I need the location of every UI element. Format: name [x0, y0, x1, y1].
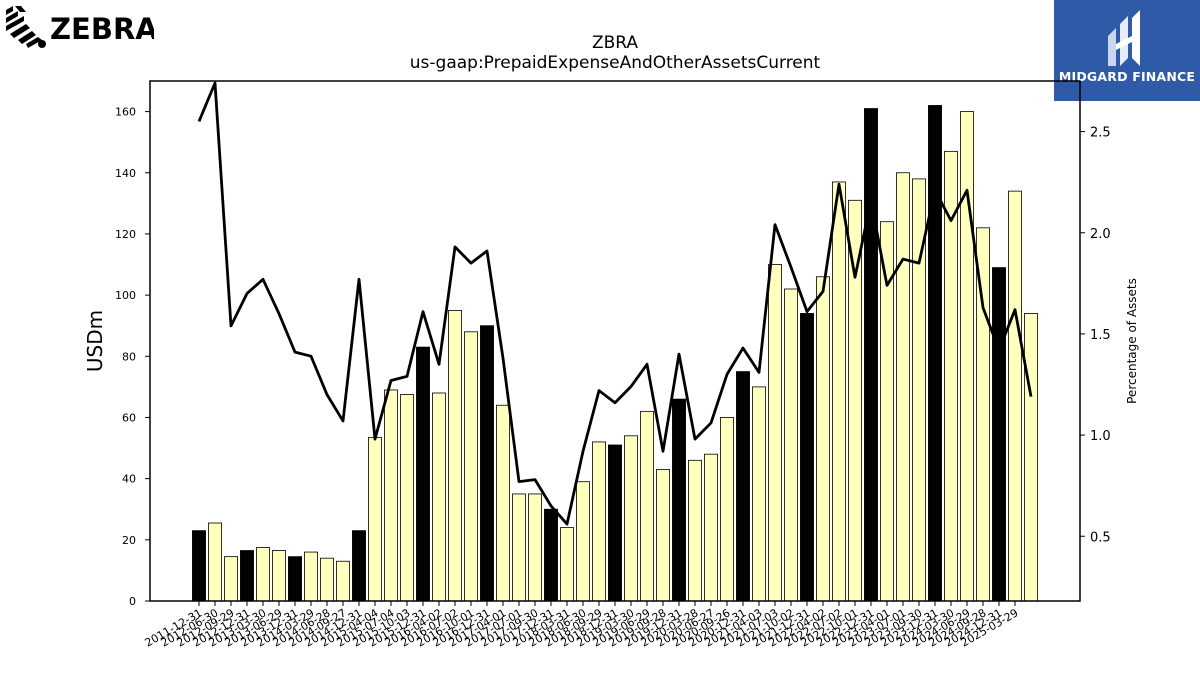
bar	[448, 310, 462, 602]
y-tick-label: 20	[122, 534, 136, 547]
x-axis: 2011-12-312012-06-302012-09-292012-12-31…	[143, 601, 1021, 650]
chart-subtitle: us-gaap:PrepaidExpenseAndOtherAssetsCurr…	[410, 53, 821, 73]
bar	[384, 389, 398, 602]
bar	[416, 346, 430, 602]
midgard-finance-logo: MIDGARD FINANCE	[1054, 0, 1200, 101]
zebra-wordmark: ZEBRA	[50, 12, 154, 46]
bar	[272, 550, 286, 602]
y2-tick-label: 2.5	[1090, 126, 1111, 141]
bar	[480, 325, 494, 602]
y-tick-label: 80	[122, 350, 136, 363]
left-y-axis: 0 20 40 60 80 100 120 140 160	[115, 106, 150, 608]
bar	[192, 530, 206, 602]
bar	[432, 392, 446, 602]
bar	[928, 105, 942, 602]
bar	[736, 371, 750, 602]
chart-title: ZBRA	[592, 33, 638, 53]
bar	[752, 386, 766, 602]
midgard-wordmark: MIDGARD FINANCE	[1058, 69, 1196, 84]
y-tick-label: 40	[122, 473, 136, 486]
midgard-mark-icon	[1108, 10, 1140, 66]
zebra-stripes-icon	[6, 6, 46, 48]
bar-series	[192, 105, 1038, 602]
line-series	[197, 81, 1033, 526]
bar	[784, 288, 798, 602]
bar	[368, 436, 382, 602]
y-tick-label: 0	[129, 595, 136, 608]
bar	[224, 556, 238, 602]
bar	[816, 276, 830, 602]
y2-tick-label: 0.5	[1090, 530, 1111, 545]
bar	[656, 469, 670, 602]
y2-axis-label: Percentage of Assets	[1125, 278, 1139, 404]
y2-tick-label: 1.5	[1090, 328, 1111, 343]
bar	[896, 172, 910, 602]
right-y-axis: 0.5 1.0 1.5 2.0 2.5	[1080, 126, 1111, 545]
bar	[624, 435, 638, 602]
bar	[528, 493, 542, 602]
bar	[336, 560, 350, 602]
bar	[576, 481, 590, 602]
bar	[512, 493, 526, 602]
bar	[240, 550, 254, 602]
y-tick-label: 140	[115, 167, 136, 180]
y-tick-label: 120	[115, 228, 136, 241]
bar	[352, 530, 366, 602]
y-tick-label: 100	[115, 289, 136, 302]
bar	[704, 453, 718, 602]
bar	[688, 459, 702, 602]
bar	[256, 547, 270, 602]
bar	[720, 417, 734, 602]
bar	[560, 527, 574, 602]
bar	[304, 551, 318, 602]
y-tick-label: 160	[115, 106, 136, 119]
y-axis-label: USDm	[83, 310, 107, 372]
bar	[544, 508, 558, 602]
y-tick-label: 60	[122, 411, 136, 424]
bar	[1008, 190, 1022, 602]
bar	[800, 313, 814, 602]
bar	[288, 556, 302, 602]
y2-tick-label: 1.0	[1090, 429, 1111, 444]
bar	[832, 181, 846, 602]
bar	[640, 410, 654, 602]
zebra-logo: ZEBRA	[6, 6, 154, 48]
percentage-line	[197, 81, 1033, 526]
bar	[864, 108, 878, 602]
bar	[768, 264, 782, 602]
bar	[592, 441, 606, 602]
y2-tick-label: 2.0	[1090, 227, 1111, 242]
bar	[960, 111, 974, 602]
bar	[464, 331, 478, 602]
bar	[208, 522, 222, 602]
bar	[672, 398, 686, 602]
bar	[608, 444, 622, 602]
bar	[992, 267, 1006, 602]
bar	[1024, 313, 1038, 602]
bar	[496, 404, 510, 602]
bar	[320, 557, 334, 602]
bar	[400, 394, 414, 602]
